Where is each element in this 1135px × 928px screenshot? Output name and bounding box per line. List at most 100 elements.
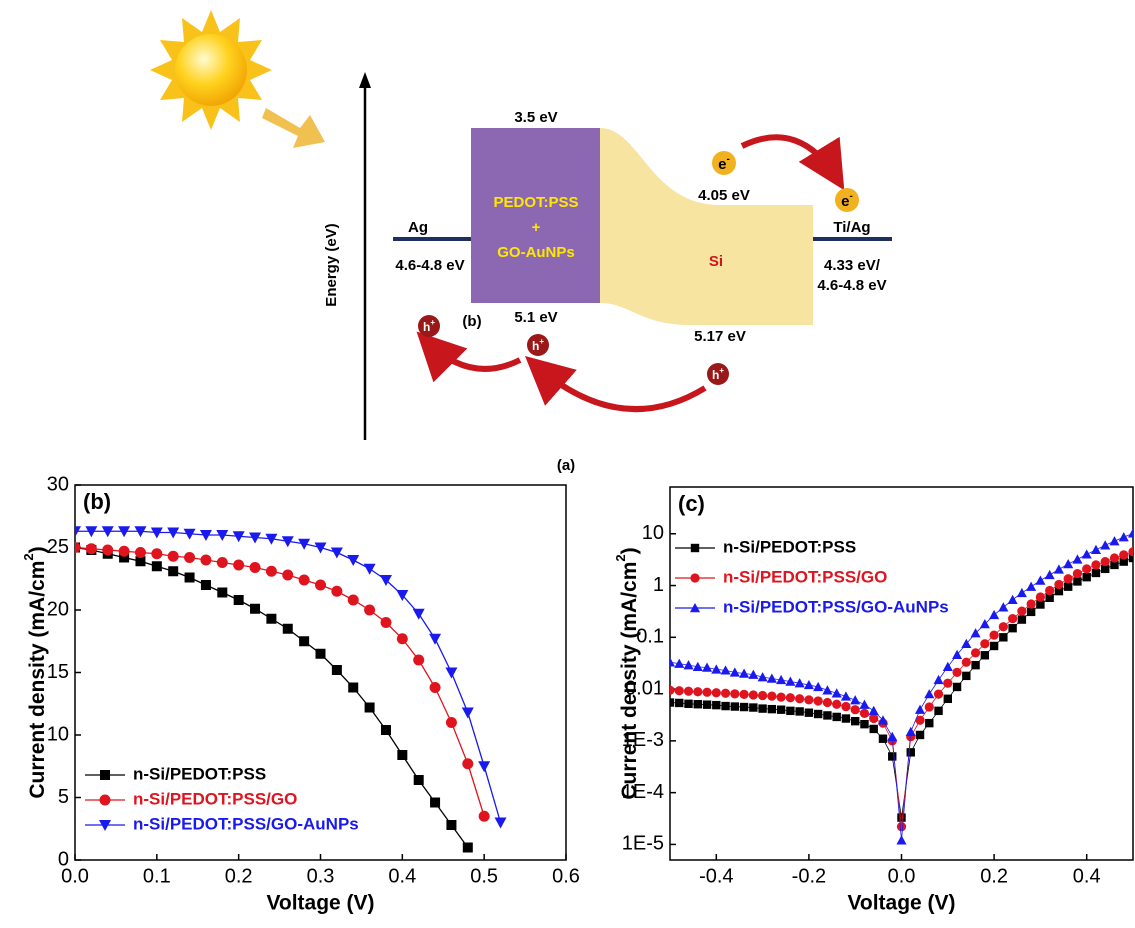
y-axis-label-end: ) bbox=[26, 546, 49, 553]
x-tick-label: -0.2 bbox=[792, 865, 826, 887]
data-point bbox=[795, 707, 804, 716]
data-point bbox=[934, 706, 943, 716]
hole-symbol: h bbox=[423, 320, 430, 334]
data-point bbox=[135, 556, 146, 567]
data-point bbox=[151, 548, 163, 560]
ag-level-label: 4.6-4.8 eV bbox=[395, 257, 464, 274]
data-point bbox=[429, 682, 441, 693]
data-point bbox=[739, 702, 749, 712]
data-point bbox=[1045, 585, 1055, 596]
data-point bbox=[266, 613, 277, 624]
data-point bbox=[380, 617, 392, 628]
data-point bbox=[906, 748, 915, 757]
tiag-level-label: 4.33 eV/ bbox=[824, 257, 881, 274]
data-point bbox=[75, 542, 81, 553]
data-point bbox=[396, 590, 409, 601]
data-point bbox=[478, 761, 491, 773]
data-point bbox=[1118, 532, 1129, 542]
data-point bbox=[478, 810, 490, 822]
data-point bbox=[850, 705, 860, 715]
data-point bbox=[200, 580, 211, 590]
data-point bbox=[1082, 572, 1091, 582]
data-point bbox=[1063, 559, 1074, 569]
electron: e- bbox=[835, 188, 859, 212]
data-point bbox=[315, 648, 326, 659]
data-point bbox=[915, 730, 925, 740]
data-point bbox=[711, 688, 721, 698]
si-top: 4.05 eV bbox=[698, 187, 750, 204]
data-point bbox=[363, 563, 376, 575]
data-point bbox=[445, 717, 457, 728]
data-point bbox=[1128, 553, 1133, 563]
data-point bbox=[776, 705, 786, 714]
data-point bbox=[298, 574, 310, 586]
data-point bbox=[1036, 600, 1045, 609]
data-point bbox=[184, 552, 196, 563]
x-tick-label: 0.4 bbox=[388, 865, 416, 887]
y-tick-label: 0.1 bbox=[636, 626, 664, 648]
data-point bbox=[134, 526, 147, 538]
data-point bbox=[670, 698, 675, 707]
data-point bbox=[758, 704, 767, 713]
data-point bbox=[767, 704, 777, 714]
hole-symbol: h bbox=[712, 368, 719, 382]
diagram: Energy (eV) 3.5 eV PEDOT:PSS + GO-AuNPs … bbox=[150, 10, 892, 474]
data-point bbox=[989, 630, 999, 640]
data-point bbox=[216, 530, 229, 541]
y-tick-label: 1 bbox=[653, 574, 664, 596]
data-point bbox=[1091, 568, 1101, 578]
electron: e- bbox=[712, 151, 736, 175]
data-point bbox=[980, 651, 990, 660]
data-point bbox=[168, 566, 179, 577]
svg-text:e-: e- bbox=[718, 154, 730, 173]
data-point bbox=[720, 665, 731, 675]
svg-text:h+: h+ bbox=[423, 318, 435, 334]
data-point bbox=[999, 633, 1008, 642]
data-point bbox=[670, 657, 676, 667]
data-point bbox=[347, 594, 359, 606]
data-point bbox=[683, 660, 694, 670]
data-point bbox=[348, 682, 359, 693]
series-line bbox=[670, 551, 1133, 827]
data-point bbox=[1119, 550, 1129, 560]
data-point bbox=[429, 633, 442, 645]
data-point bbox=[1109, 536, 1120, 546]
legend-marker bbox=[100, 770, 110, 780]
data-point bbox=[1026, 607, 1036, 617]
data-point bbox=[183, 528, 196, 540]
data-point bbox=[896, 822, 907, 832]
y-tick-label: 25 bbox=[47, 536, 69, 558]
y-tick-label: 10 bbox=[642, 522, 664, 544]
data-point bbox=[1072, 554, 1083, 564]
data-point bbox=[233, 559, 245, 571]
data-point bbox=[683, 686, 694, 696]
data-point bbox=[379, 575, 392, 586]
data-point bbox=[347, 555, 360, 566]
data-point bbox=[1044, 569, 1055, 580]
electron-symbol: e bbox=[718, 156, 726, 173]
legend-marker bbox=[99, 794, 111, 806]
data-point bbox=[841, 701, 851, 712]
electron-symbol: e bbox=[841, 193, 849, 210]
hole-sign: + bbox=[430, 318, 435, 327]
legend-label: n-Si/PEDOT:PSS/GO bbox=[723, 567, 887, 586]
legend-marker bbox=[99, 820, 111, 831]
data-point bbox=[915, 715, 925, 725]
data-point bbox=[462, 842, 473, 853]
data-point bbox=[720, 688, 731, 698]
data-point bbox=[803, 679, 814, 690]
svg-text:e-: e- bbox=[841, 191, 853, 210]
y-axis-label-text: Current density (mA/cm bbox=[26, 561, 49, 799]
data-point bbox=[1008, 613, 1018, 624]
data-point bbox=[675, 698, 684, 708]
data-point bbox=[942, 661, 953, 671]
data-point bbox=[150, 527, 163, 539]
data-point bbox=[396, 633, 408, 645]
series bbox=[670, 547, 1133, 832]
x-axis-label: Voltage (V) bbox=[266, 892, 374, 915]
data-point bbox=[851, 716, 860, 726]
data-point bbox=[980, 639, 990, 649]
data-point bbox=[670, 685, 675, 695]
svg-text:h+: h+ bbox=[712, 366, 724, 382]
data-point bbox=[840, 691, 851, 701]
